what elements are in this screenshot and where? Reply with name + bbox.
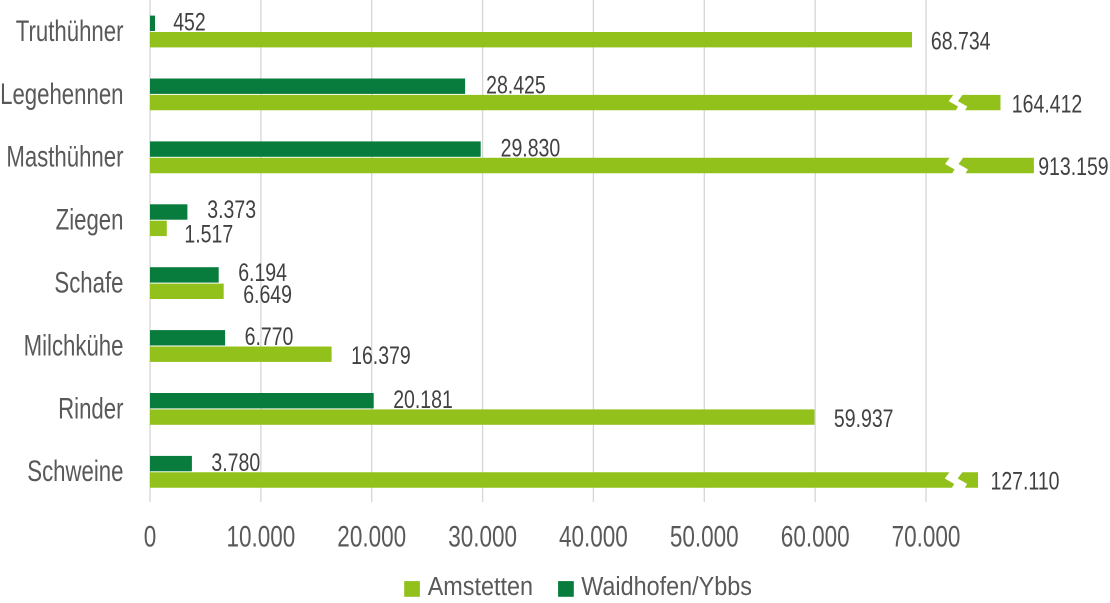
svg-text:20.000: 20.000 [337,519,406,553]
svg-text:59.937: 59.937 [834,404,894,432]
svg-text:Truthühner: Truthühner [16,14,124,48]
svg-text:Amstetten: Amstetten [428,573,533,601]
svg-text:Schafe: Schafe [54,265,123,299]
svg-text:Masthühner: Masthühner [6,139,123,173]
svg-text:10.000: 10.000 [227,519,296,553]
svg-text:Milchkühe: Milchkühe [24,328,124,362]
svg-text:40.000: 40.000 [559,519,628,553]
svg-text:Waidhofen/Ybbs: Waidhofen/Ybbs [581,573,752,601]
svg-text:60.000: 60.000 [781,519,850,553]
svg-text:50.000: 50.000 [670,519,739,553]
svg-text:452: 452 [173,8,206,36]
svg-text:29.830: 29.830 [501,134,561,162]
svg-text:913.159: 913.159 [1038,153,1108,181]
svg-text:68.734: 68.734 [931,27,991,55]
svg-text:1.517: 1.517 [184,220,233,248]
svg-text:16.379: 16.379 [351,342,411,370]
svg-text:164.412: 164.412 [1012,90,1082,118]
svg-text:Legehennen: Legehennen [0,77,123,111]
svg-text:6.770: 6.770 [245,323,294,351]
svg-text:3.780: 3.780 [211,449,260,477]
svg-text:0: 0 [144,519,157,553]
svg-text:30.000: 30.000 [448,519,517,553]
svg-text:6.194: 6.194 [238,259,287,287]
svg-text:Rinder: Rinder [58,391,124,425]
svg-text:Ziegen: Ziegen [56,202,124,236]
svg-text:Schweine: Schweine [27,454,123,488]
svg-text:28.425: 28.425 [486,71,546,99]
svg-text:20.181: 20.181 [393,386,453,414]
svg-text:6.649: 6.649 [243,281,292,309]
svg-text:70.000: 70.000 [892,519,961,553]
svg-text:3.373: 3.373 [207,196,256,224]
svg-text:127.110: 127.110 [991,467,1060,495]
